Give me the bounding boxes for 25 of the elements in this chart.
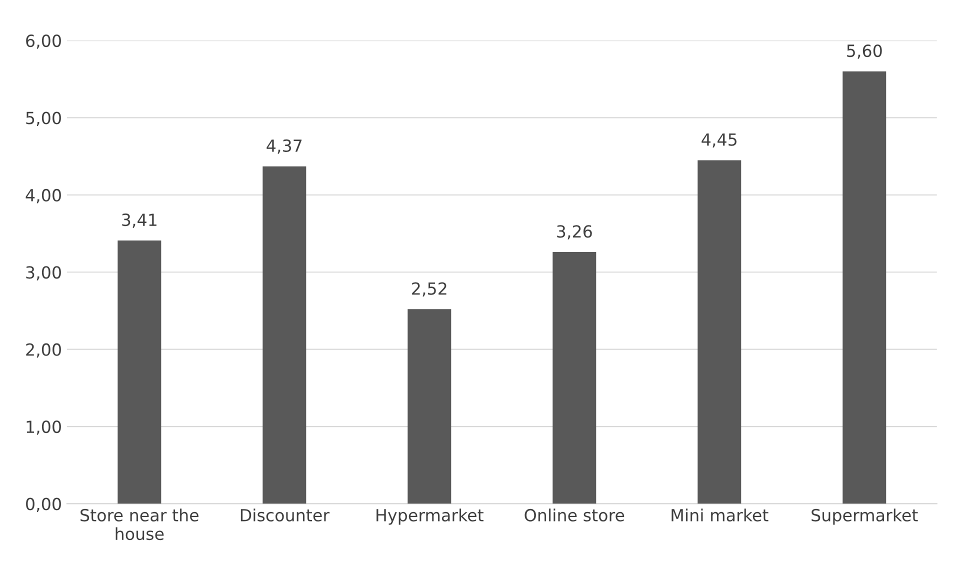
bar <box>408 309 452 504</box>
x-tick-label: Supermarket <box>812 508 918 525</box>
x-tick-label: Store near the house <box>80 508 198 540</box>
bar <box>552 252 596 504</box>
bar <box>262 166 306 504</box>
x-tick-label: Online store <box>524 508 624 522</box>
bar <box>842 71 886 504</box>
y-tick-label: 1,00 <box>26 420 61 435</box>
y-tick-label: 3,00 <box>26 266 61 280</box>
y-tick-label: 0,00 <box>26 498 61 512</box>
x-tick-label: Discounter <box>240 508 330 522</box>
data-label: 4,37 <box>266 139 302 154</box>
bar <box>698 160 742 504</box>
data-label: 2,52 <box>412 282 446 297</box>
bar <box>118 240 162 504</box>
data-label: 4,45 <box>702 133 736 148</box>
y-tick-label: 4,00 <box>26 188 61 204</box>
y-tick-label: 2,00 <box>26 343 61 358</box>
data-label: 3,41 <box>122 214 156 228</box>
x-tick-label: Hypermarket <box>376 508 484 525</box>
data-label: 5,60 <box>847 44 882 59</box>
data-label: 3,26 <box>557 225 592 240</box>
y-tick-label: 6,00 <box>26 34 61 49</box>
y-tick-label: 5,00 <box>26 112 61 126</box>
x-tick-label: Mini market <box>672 508 768 522</box>
